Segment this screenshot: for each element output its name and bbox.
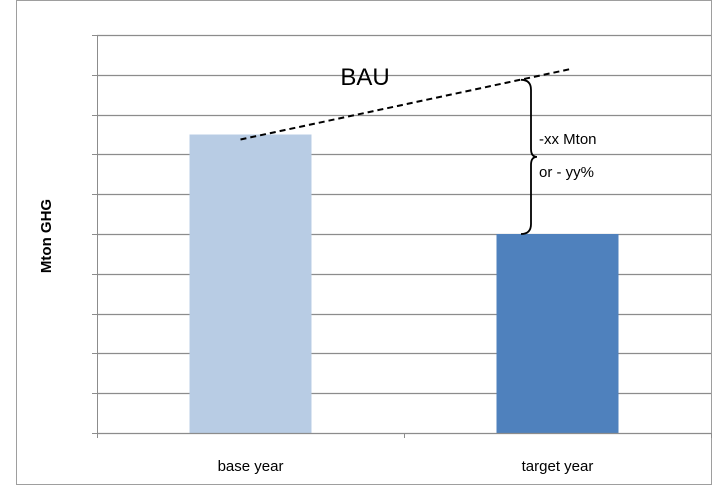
reduction-label-line2: or - yy%: [539, 164, 594, 181]
y-axis-label: Mton GHG: [38, 199, 55, 273]
reduction-brace: [520, 78, 538, 235]
annotations: BAU -xx Mton or - yy%: [240, 64, 597, 235]
bar-target-year: [496, 234, 619, 433]
reduction-label-line1: -xx Mton: [539, 131, 597, 148]
gridlines: [97, 34, 711, 395]
bar-base-year: [189, 134, 312, 433]
x-tick-label: target year: [522, 458, 594, 475]
bau-label: BAU: [340, 64, 389, 91]
x-tick-labels: base year target year: [218, 458, 594, 475]
bau-trend-line: [240, 67, 572, 141]
x-tick-label: base year: [218, 458, 284, 475]
bars: [189, 134, 619, 433]
axes: [92, 35, 712, 438]
